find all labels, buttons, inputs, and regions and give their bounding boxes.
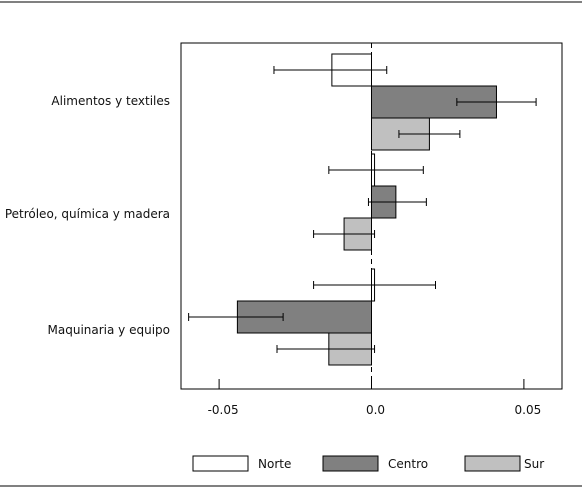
- legend-label-centro: Centro: [388, 457, 428, 471]
- legend: Norte Centro Sur: [192, 455, 544, 472]
- x-axis-tick-labels: -0.05 0.0 0.05: [208, 403, 542, 417]
- x-tick-label: -0.05: [208, 403, 239, 417]
- bars-layer: [236, 53, 497, 366]
- legend-label-norte: Norte: [258, 457, 291, 471]
- legend-swatch-norte: [192, 455, 249, 472]
- x-tick-label: 0.05: [515, 403, 542, 417]
- category-label-petroleo: Petróleo, química y madera: [5, 207, 170, 221]
- category-label-alimentos: Alimentos y textiles: [51, 94, 170, 108]
- category-label-maquinaria: Maquinaria y equipo: [48, 323, 170, 337]
- error-bars-layer: [188, 66, 537, 353]
- legend-label-sur: Sur: [524, 457, 544, 471]
- category-labels: Alimentos y textiles Petróleo, química y…: [5, 94, 170, 337]
- legend-swatch-sur: [464, 455, 521, 472]
- legend-swatch-centro: [322, 455, 379, 472]
- x-axis-ticks: [218, 379, 525, 389]
- x-tick-label: 0.0: [366, 403, 385, 417]
